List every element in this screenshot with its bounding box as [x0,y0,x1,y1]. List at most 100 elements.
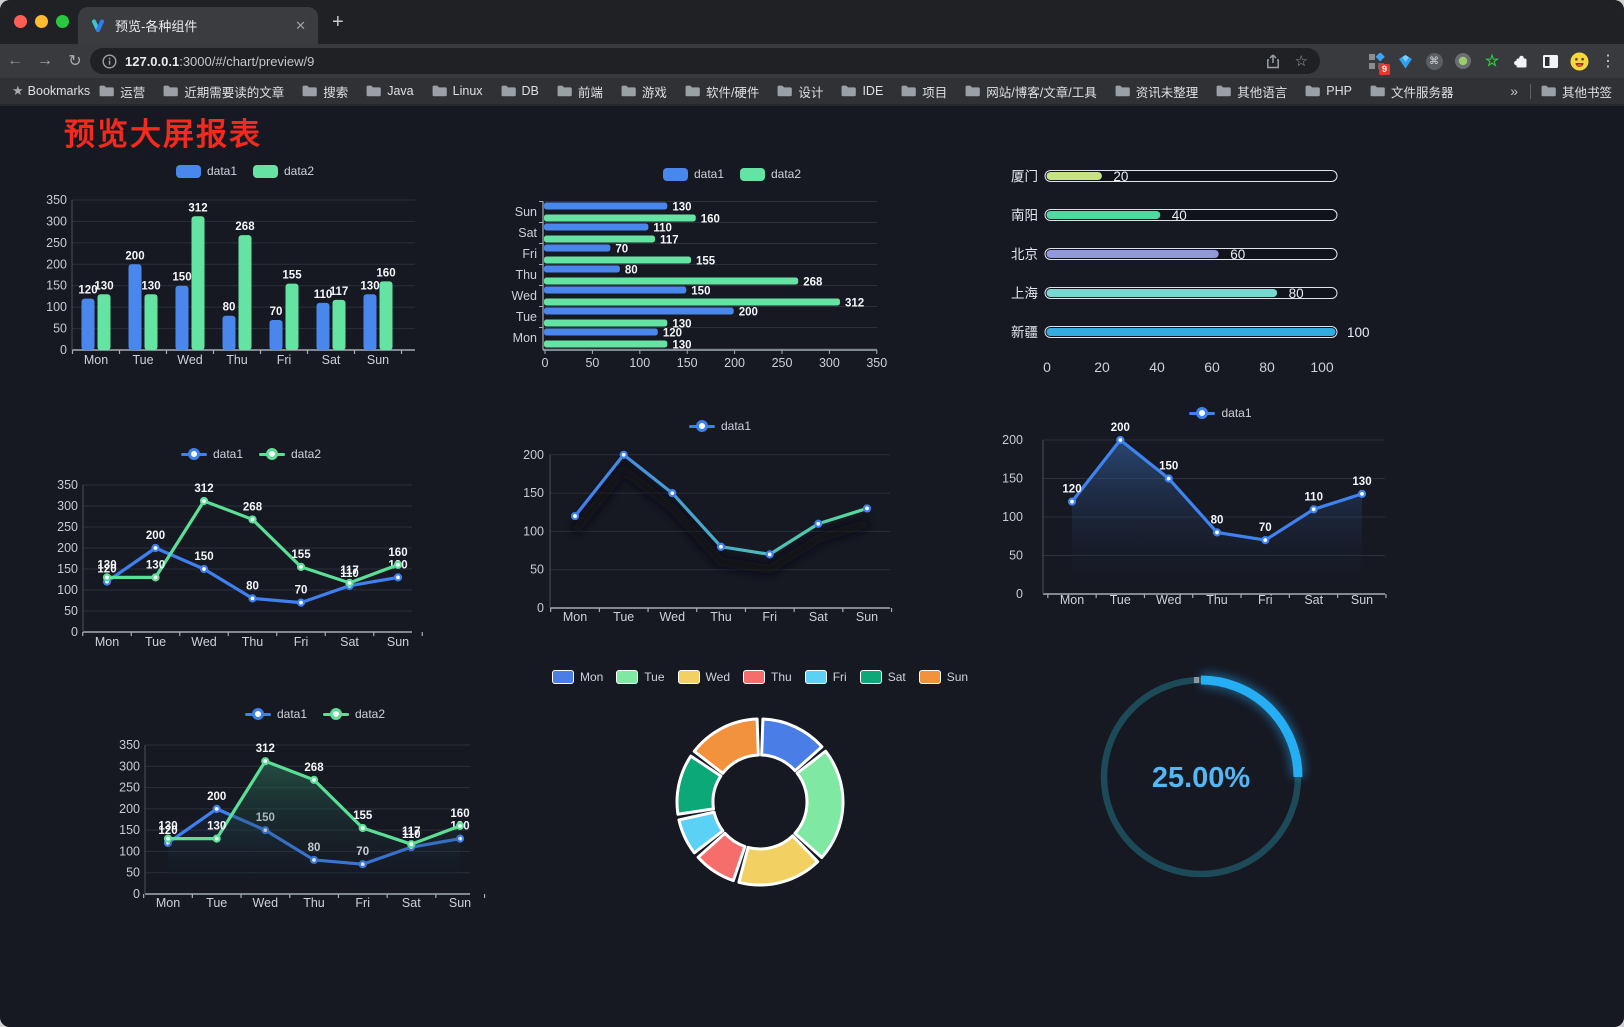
command-extension-icon[interactable]: ⌘ [1424,51,1444,71]
vue-devtools-icon[interactable] [1395,51,1415,71]
legend-item[interactable]: Tue [616,670,665,684]
chart-donut-pie[interactable]: Mon Tue Wed Thu Fri Sat Sun [551,662,968,902]
legend-line-marker [323,708,349,721]
svg-text:0: 0 [542,356,549,370]
recorder-extension-icon[interactable] [1453,51,1473,71]
minimize-window-button[interactable] [35,15,48,28]
svg-text:100: 100 [629,356,650,370]
chart-legend: data1 data2 [522,167,942,181]
bookmark-label: 网站/博客/文章/工具 [986,85,1097,100]
info-icon[interactable] [102,53,117,69]
url-host: 127.0.0.1 [125,53,180,69]
browser-tab[interactable]: 预览-各种组件 ✕ [78,7,318,44]
svg-text:155: 155 [696,256,716,268]
chart-progress-bars[interactable]: 厦门 20 南阳 40 北京 60 上海 80 新疆 100 0 20 40 60 80 100 [985,150,1385,390]
legend-item[interactable]: data1 [662,167,724,181]
chart-horizontal-bar[interactable]: 0 50 100 150 200 250 300 350 Mon 120 130 Tue 200 130 W… [500,150,920,375]
bookmark-item[interactable]: IDE [832,84,892,98]
chart-grouped-bar[interactable]: 0 50 100 150 200 250 300 350 Mon Tue Wed Thu Fri Sat S… [45,150,445,375]
bookmark-item[interactable]: 前端 [548,82,612,101]
svg-text:厦门: 厦门 [1011,169,1038,184]
svg-text:Mon: Mon [156,896,180,910]
legend-item[interactable]: data2 [253,164,314,178]
folder-icon [777,85,793,97]
bookmark-item[interactable]: 运营 [90,82,154,101]
bookmark-label: IDE [862,84,884,98]
bookmark-item[interactable]: DB [492,84,548,98]
bookmark-item[interactable]: 搜索 [293,82,357,101]
svg-text:Sun: Sun [367,353,389,367]
legend-item[interactable]: data2 [323,707,385,721]
bookmark-item[interactable]: PHP [1296,84,1361,98]
svg-text:70: 70 [1259,522,1272,534]
zoom-window-button[interactable] [56,15,69,28]
page-title: 预览大屏报表 [64,117,262,152]
legend-item[interactable]: Mon [551,670,603,684]
bookmarks-label[interactable]: Bookmarks [27,84,91,98]
other-bookmarks-folder[interactable]: 其他书签 [1539,82,1614,101]
folder-icon [557,85,572,97]
svg-text:200: 200 [125,250,144,262]
forward-icon[interactable]: → [37,52,53,69]
svg-text:Sun: Sun [856,610,878,624]
svg-text:100: 100 [1310,359,1334,375]
legend-item[interactable]: Fri [804,670,847,684]
legend-item[interactable]: data2 [259,447,321,461]
legend-item[interactable]: data1 [244,707,307,721]
browser-toolbar: ← → ↻ ⌂ 127.0.0.1:3000/#/chart/preview/9… [0,44,1624,78]
chart-gauge[interactable]: 25.00% [1080,657,1325,902]
bookmark-item[interactable]: 设计 [768,82,832,101]
svg-text:155: 155 [291,549,311,561]
legend-item[interactable]: Sat [859,670,906,684]
puzzle-extensions-icon[interactable] [1511,51,1531,71]
svg-text:北京: 北京 [1011,247,1038,262]
green-star-extension-icon[interactable]: ☆ [1484,53,1500,70]
bookmark-item[interactable]: Java [357,84,422,98]
svg-text:150: 150 [57,562,78,576]
bookmark-label: Linux [452,84,483,98]
bookmark-star-icon[interactable]: ☆ [1294,53,1308,70]
chart-dual-line[interactable]: 0 50 100 150 200 250 300 350 Mon Tue Wed Thu Fri Sat S… [45,427,465,662]
bookmark-item[interactable]: 网站/博客/文章/工具 [956,82,1105,101]
legend-item[interactable]: data1 [688,419,751,433]
share-icon[interactable] [1265,53,1281,70]
bookmark-item[interactable]: 游戏 [612,82,676,101]
extension-grid-icon[interactable]: 9 [1366,51,1390,75]
svg-text:250: 250 [119,781,140,795]
legend-item[interactable]: data2 [740,167,801,181]
bookmarks-star-icon[interactable]: ★ [12,83,24,98]
legend-item[interactable]: Sun [918,670,968,684]
svg-text:110: 110 [314,289,333,301]
tab-close-icon[interactable]: ✕ [295,17,306,33]
chart-single-area[interactable]: 0 50 100 150 200 Mon Tue Wed Thu Fri Sat Sun 120 200 1… [985,392,1390,617]
svg-text:Fri: Fri [762,610,777,624]
svg-text:110: 110 [1304,491,1323,503]
bookmark-item[interactable]: 软件/硬件 [676,82,768,101]
bookmark-item[interactable]: 项目 [892,82,956,101]
chart-dual-area[interactable]: 0 50 100 150 200 250 300 350 Mon Tue Wed Thu Fri Sat S… [110,674,490,919]
address-bar[interactable]: 127.0.0.1:3000/#/chart/preview/9 ☆ [90,48,1320,74]
back-icon[interactable]: ← [7,52,23,69]
bookmark-item[interactable]: Linux [423,84,492,98]
legend-item[interactable]: data1 [180,447,243,461]
legend-item[interactable]: Wed [677,670,730,684]
new-tab-button[interactable]: + [332,11,344,33]
svg-text:117: 117 [660,235,679,247]
svg-text:Fri: Fri [294,635,309,649]
bookmark-item[interactable]: 近期需要读的文章 [154,82,293,101]
chart-gradient-line[interactable]: 0 50 100 150 200 Mon Tue Wed Thu Fri Sat Sun data1 [500,397,920,632]
browser-menu-icon[interactable]: ⋮ [1600,53,1616,70]
bookmark-item[interactable]: 资讯未整理 [1106,82,1208,101]
bookmarks-overflow-button[interactable]: » [1510,83,1518,99]
svg-text:Sat: Sat [809,610,828,624]
legend-item[interactable]: data1 [1189,406,1252,420]
legend-item[interactable]: data1 [175,164,237,178]
profile-avatar-emoji[interactable] [1569,51,1589,71]
legend-swatch [918,670,941,684]
legend-item[interactable]: Thu [743,670,792,684]
reload-icon[interactable]: ↻ [68,53,82,70]
close-window-button[interactable] [14,15,27,28]
sidebar-toggle-icon[interactable] [1540,51,1560,71]
bookmark-item[interactable]: 其他语言 [1207,82,1296,101]
bookmark-item[interactable]: 文件服务器 [1361,82,1463,101]
